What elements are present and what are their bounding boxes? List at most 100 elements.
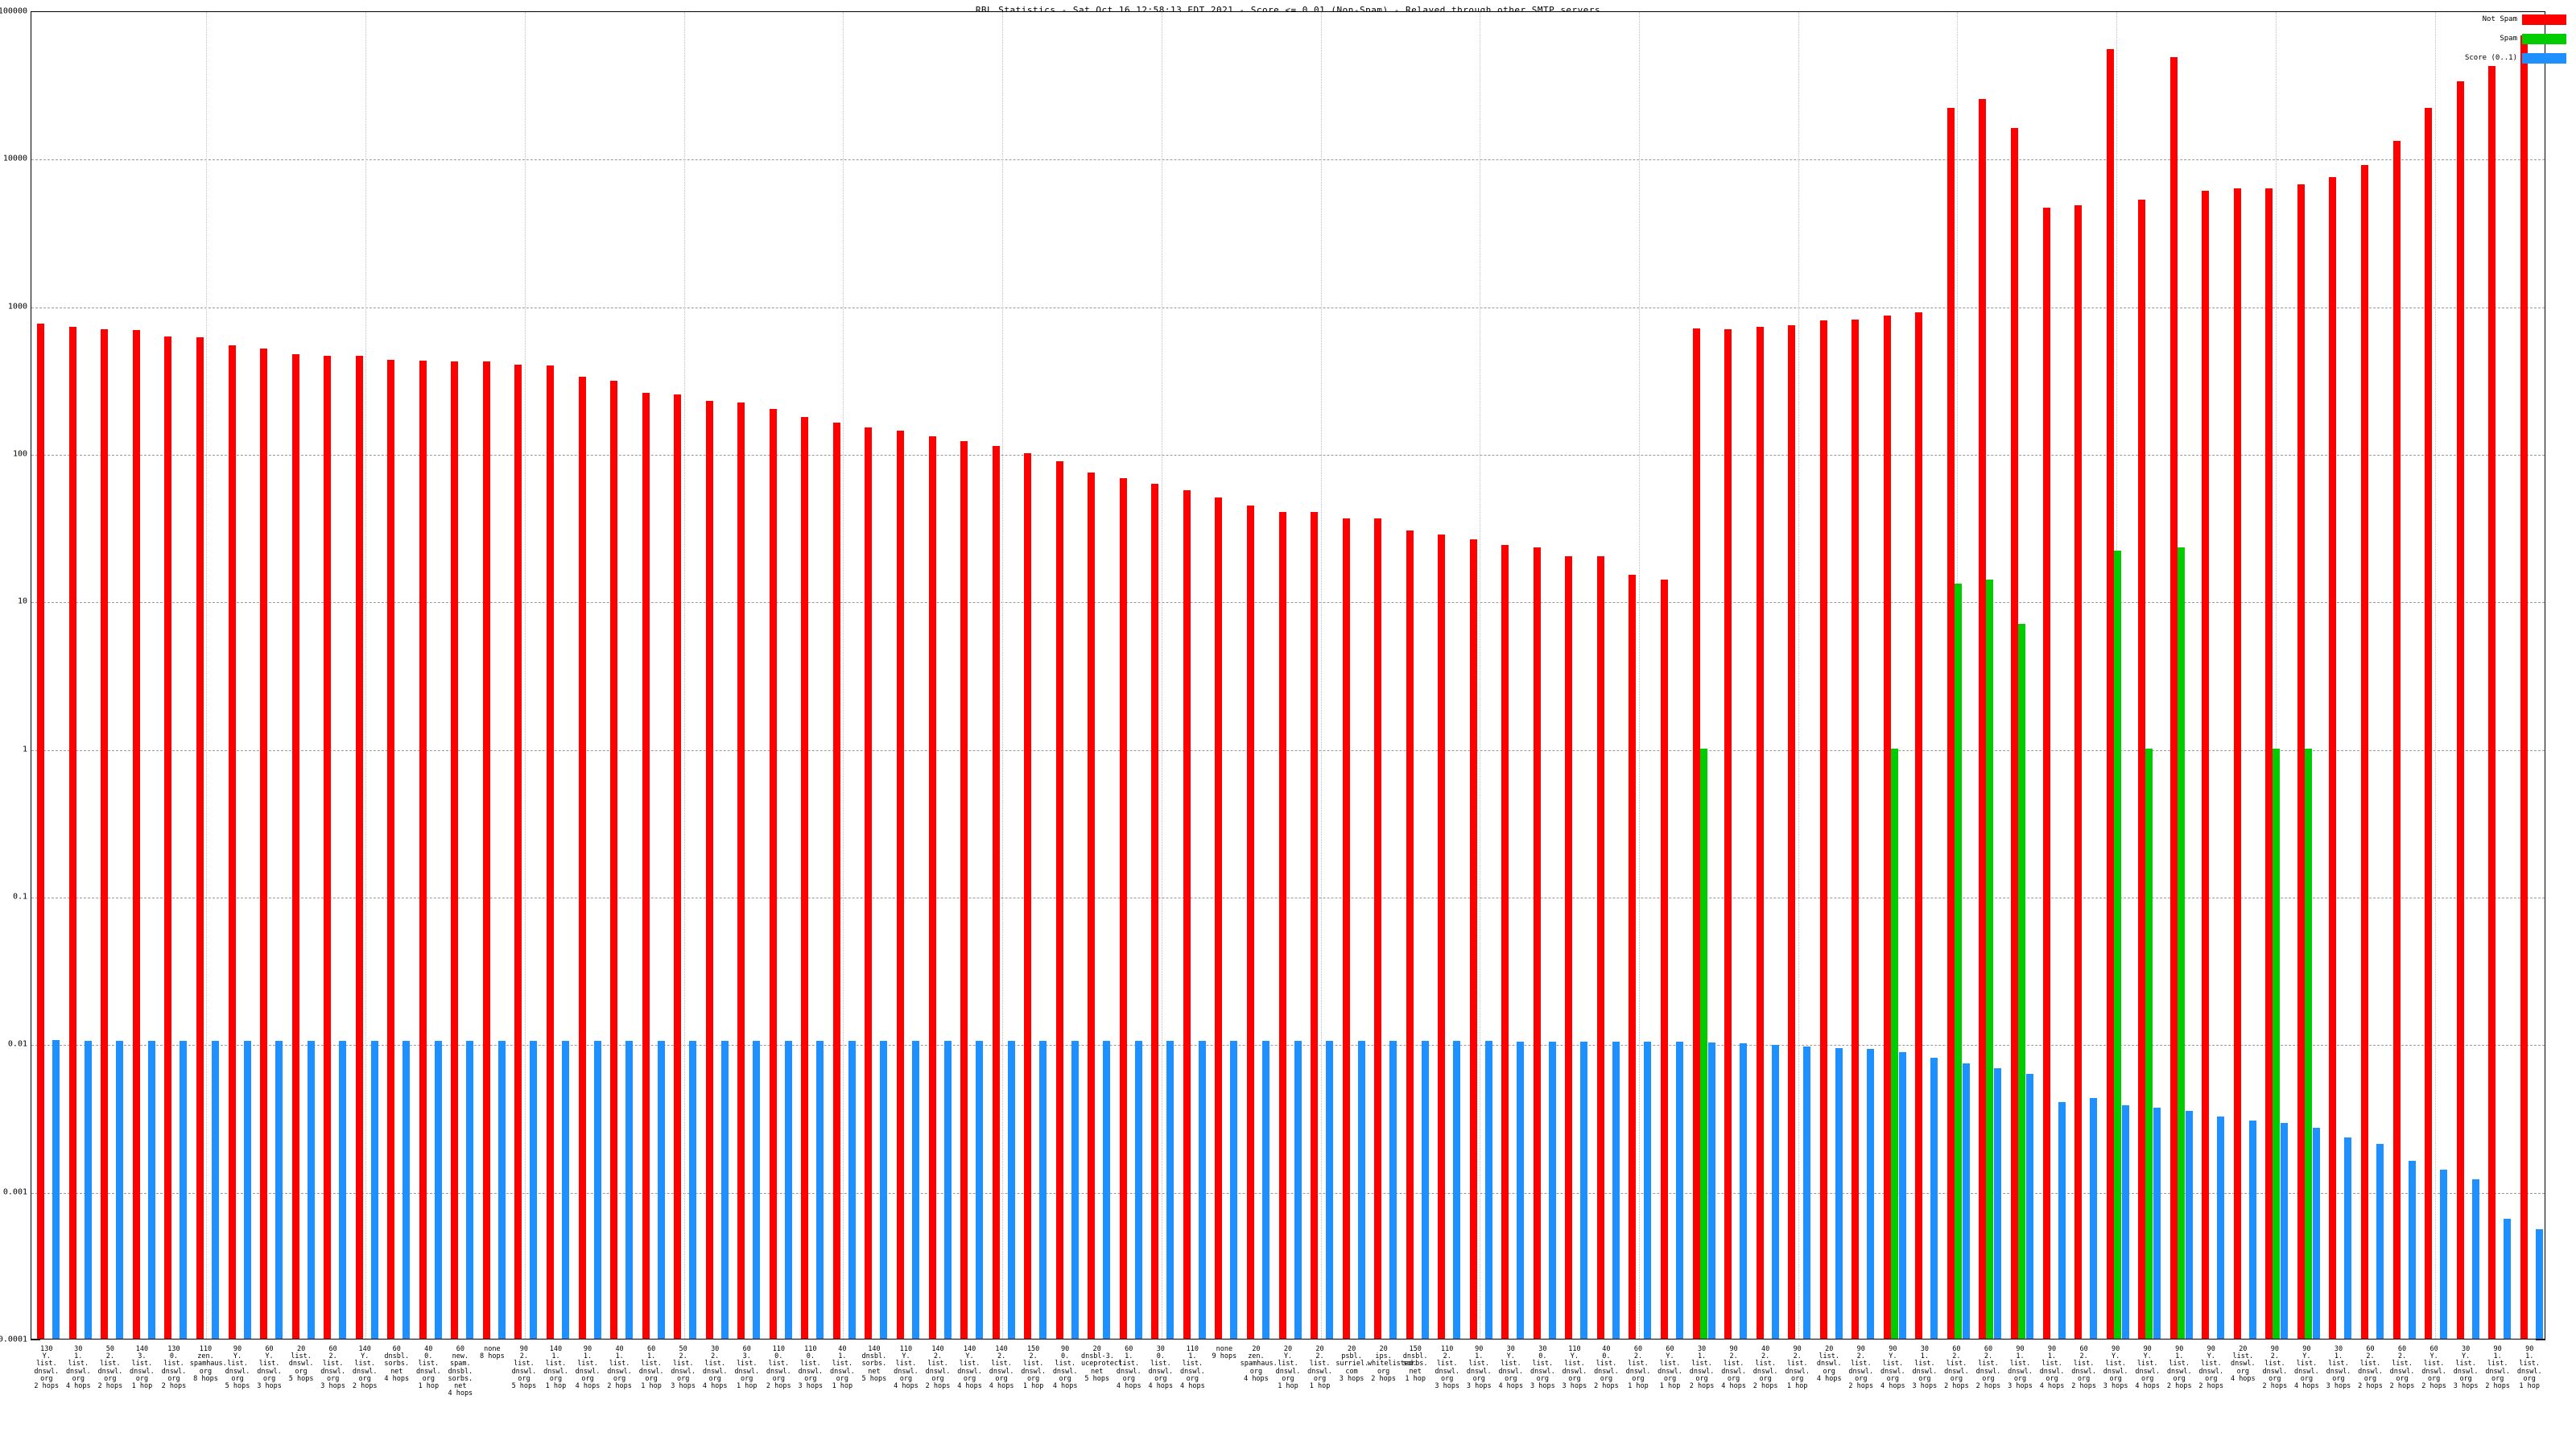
bar-score — [784, 1041, 792, 1339]
x-tick-label-line: org — [1663, 1374, 1677, 1383]
x-tick-label-line: dnswl. — [511, 1367, 537, 1376]
bar-not-spam — [1024, 453, 1032, 1339]
x-tick-label-line: org — [1377, 1367, 1390, 1376]
x-tick-label-line: org — [295, 1367, 308, 1376]
x-tick-label: 60 1. list. dnswl. org 1 hop — [635, 1345, 667, 1390]
bar-not-spam — [960, 441, 968, 1339]
x-tick-label-line: 1 hop — [545, 1382, 567, 1391]
x-tick-label-line: org — [326, 1374, 340, 1383]
x-tick-label-line: 140 — [868, 1345, 881, 1353]
x-tick-label: 90 2. list. dnswl. org 1 hop — [1781, 1345, 1814, 1390]
bar-score — [1071, 1041, 1079, 1339]
bar-not-spam — [1819, 320, 1827, 1339]
x-tick-label-line: net — [1409, 1367, 1422, 1376]
x-tick-label-line: dnswl. — [2103, 1367, 2128, 1376]
x-tick-label: 110 2. list. dnswl. org 3 hops — [1431, 1345, 1463, 1390]
x-tick-label-line: list. — [1596, 1360, 1617, 1368]
x-tick-label-line: psbl. — [1341, 1352, 1362, 1361]
x-tick-label-line: 130 — [167, 1345, 180, 1353]
x-tick-label-line: 1. — [2493, 1352, 2502, 1361]
gridline-v — [365, 12, 367, 1339]
x-tick-label: 90 Y. list. dnswl. org 4 hops — [2132, 1345, 2164, 1390]
x-tick-label-line: org — [2523, 1374, 2536, 1383]
gridline-v — [843, 12, 844, 1339]
x-tick-label-line: 60 — [1984, 1345, 1993, 1353]
x-tick-label: 40 1. list. dnswl. org 2 hops — [604, 1345, 636, 1390]
x-tick-label-line: org — [2459, 1374, 2472, 1383]
x-tick-label-line: 2. — [328, 1352, 337, 1361]
x-tick-label: 110 0. list. dnswl. org 2 hops — [763, 1345, 795, 1390]
x-tick-label-line: org — [2077, 1374, 2091, 1383]
x-tick-label-line: list. — [609, 1360, 630, 1368]
x-tick-label-line: dnswl. — [1562, 1367, 1587, 1376]
x-tick-label-line: dnswl. — [2421, 1367, 2446, 1376]
x-tick-label-line: 4 hops — [384, 1374, 410, 1383]
x-tick-label-line: dnswl. — [257, 1367, 282, 1376]
x-tick-label-line: 3 hops — [2453, 1382, 2479, 1391]
x-tick-label: 40 0. list. dnswl. org 1 hop — [413, 1345, 445, 1390]
bar-not-spam — [1438, 535, 1446, 1339]
x-tick-label-line: list. — [2232, 1352, 2254, 1361]
x-tick-label: 110 Y. list. dnswl. org 3 hops — [1558, 1345, 1591, 1391]
x-tick-label-line: org — [2396, 1374, 2409, 1383]
x-tick-label-line: 0. — [1602, 1352, 1611, 1361]
x-tick-label-line: dnswl. — [2166, 1367, 2192, 1376]
x-tick-label: 90 Y. list. dnswl. org 4 hops — [1877, 1345, 1909, 1390]
gridline-v — [1638, 12, 1640, 1339]
x-tick-label-line: dnswl. — [1148, 1367, 1174, 1376]
x-tick-label-line: list. — [2136, 1360, 2158, 1368]
gridline-v — [1320, 12, 1322, 1339]
x-tick-label-line: 2. — [933, 1352, 943, 1361]
x-tick-label-line: list. — [2009, 1360, 2031, 1368]
bar-not-spam — [1119, 477, 1127, 1339]
x-tick-label-line: 1 hop — [1309, 1382, 1331, 1391]
x-tick-label-line: list. — [2073, 1360, 2095, 1368]
x-tick-label-line: 20 — [1092, 1345, 1101, 1353]
x-tick-label-line: Y. — [1506, 1352, 1515, 1361]
x-tick-label-line: list. — [1978, 1360, 1999, 1368]
x-tick-label-line: list. — [577, 1360, 598, 1368]
bar-score — [561, 1041, 569, 1339]
x-tick-label-line: org — [422, 1374, 435, 1383]
x-tick-label: 60 2. list. dnswl. org 2 hops — [2355, 1345, 2387, 1390]
bar-score — [1198, 1041, 1206, 1339]
x-tick-label-line: 1 hop — [2519, 1382, 2541, 1391]
x-tick-label-line: 140 — [135, 1345, 149, 1353]
x-tick-label-line: Y. — [965, 1352, 974, 1361]
x-tick-label-line: list. — [1468, 1360, 1490, 1368]
x-tick-label-line: dnswl. — [1116, 1367, 1141, 1376]
x-tick-label: 90 2. list. dnswl. org 4 hops — [1718, 1345, 1750, 1390]
x-tick-label-line: list. — [227, 1360, 248, 1368]
x-tick-label-line: 60 — [328, 1345, 337, 1353]
legend: Not Spam Spam Score (0..1) — [2425, 13, 2566, 71]
bar-score — [2248, 1121, 2256, 1339]
x-tick-label-line: Y. — [42, 1352, 51, 1361]
bar-not-spam — [1278, 511, 1286, 1339]
x-tick-label-line: dnswl. — [671, 1367, 696, 1376]
bar-not-spam — [164, 336, 172, 1339]
bar-not-spam — [1215, 497, 1223, 1339]
x-tick-label-line: list. — [895, 1360, 917, 1368]
x-tick-label-line: 0. — [1538, 1352, 1547, 1361]
x-tick-label: 20 list. dnswl. org 4 hops — [2227, 1345, 2260, 1383]
x-tick-label-line: ips. — [1375, 1352, 1392, 1361]
x-tick-label-line: 110 — [199, 1345, 213, 1353]
x-tick-label-line: Y. — [1666, 1352, 1674, 1361]
x-tick-label-line: list. — [2105, 1360, 2126, 1368]
x-tick-label-line: org — [1982, 1374, 1995, 1383]
gridline-h — [31, 1192, 2545, 1194]
x-tick-label-line: org — [2205, 1374, 2218, 1383]
x-tick-label-line: 3 hops — [1562, 1382, 1587, 1391]
bar-not-spam — [260, 349, 268, 1339]
x-tick-label: 60 3. list. dnswl. org 1 hop — [731, 1345, 763, 1390]
legend-swatch — [2522, 52, 2566, 64]
x-tick-label-line: list. — [1659, 1360, 1681, 1368]
bar-score — [1517, 1041, 1525, 1339]
x-tick-label-line: list. — [2200, 1360, 2222, 1368]
x-tick-label-line: 1 hop — [1278, 1382, 1298, 1391]
x-tick-label-line: list. — [1786, 1360, 1808, 1368]
x-tick-label-line: zen. — [197, 1352, 214, 1361]
x-tick-label-line: 50 — [679, 1345, 687, 1353]
bar-score — [625, 1041, 634, 1339]
x-tick-label-line: org — [135, 1374, 149, 1383]
